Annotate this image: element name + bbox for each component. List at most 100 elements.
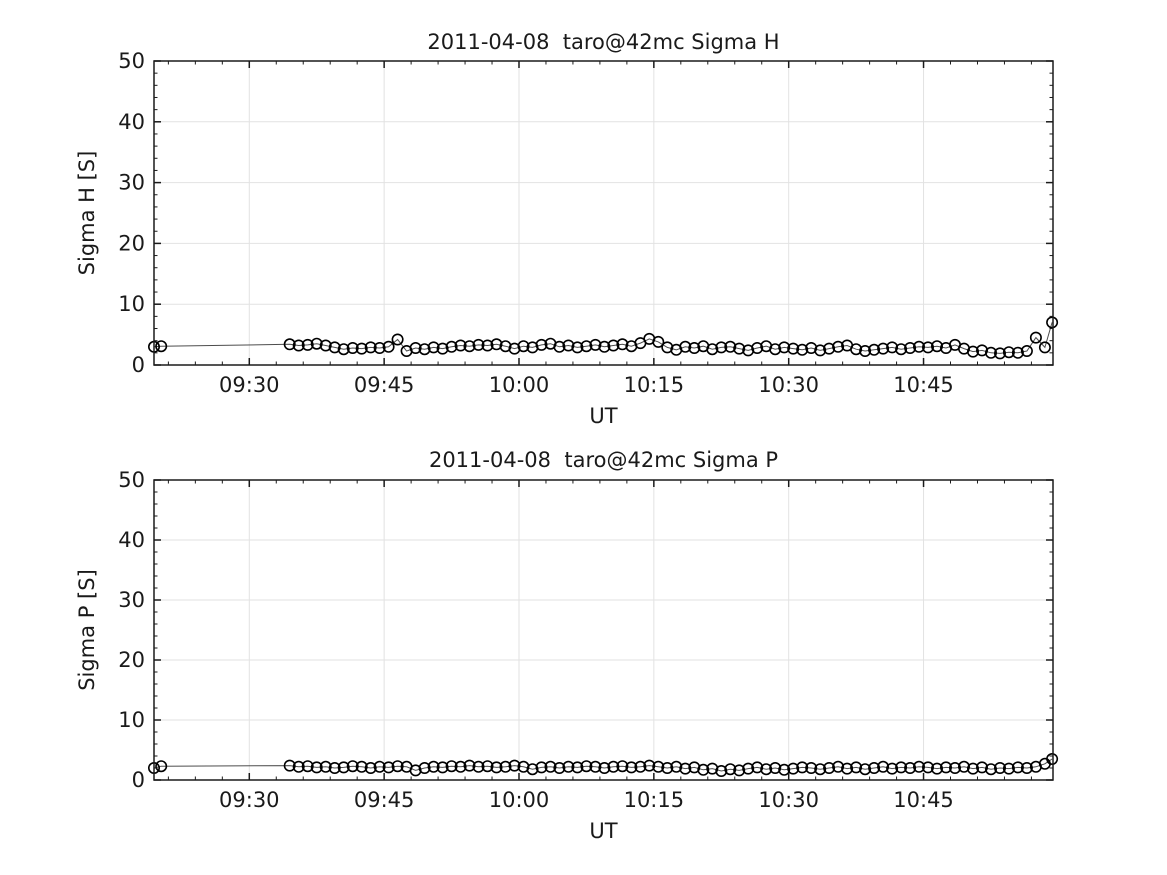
data-marker (553, 340, 566, 353)
data-marker (850, 343, 863, 356)
data-marker (436, 761, 449, 774)
data-marker (859, 344, 872, 357)
data-marker (832, 340, 845, 353)
data-marker (733, 342, 746, 355)
data-marker (634, 760, 647, 773)
data-marker (912, 340, 925, 353)
data-marker (571, 341, 584, 354)
data-marker (580, 760, 593, 773)
data-marker (688, 341, 701, 354)
y-tick-label: 0 (132, 353, 145, 377)
y-tick-label: 50 (118, 49, 145, 73)
data-marker (904, 761, 917, 774)
data-marker (391, 760, 404, 773)
series-markers (148, 752, 1059, 777)
x-axis-label-ut-bottom: UT (589, 819, 618, 843)
data-marker (850, 761, 863, 774)
data-marker (1038, 341, 1051, 354)
y-tick-label: 10 (118, 708, 145, 732)
data-marker (1046, 752, 1059, 765)
data-marker (598, 340, 611, 353)
chart-title-sigma-p: 2011-04-08 taro@42mc Sigma P (428, 448, 779, 472)
data-marker (939, 761, 952, 774)
plot-box (153, 60, 1054, 366)
data-marker (310, 337, 323, 350)
data-marker (679, 762, 692, 775)
y-tick-label: 40 (118, 110, 145, 134)
data-marker (975, 761, 988, 774)
data-marker (966, 345, 979, 358)
data-marker (814, 344, 827, 357)
data-marker (1002, 346, 1015, 359)
data-marker (930, 340, 943, 353)
y-tick-label: 0 (132, 768, 145, 792)
data-marker (481, 339, 494, 352)
data-marker (904, 341, 917, 354)
data-marker (796, 761, 809, 774)
data-marker (912, 760, 925, 773)
data-marker (155, 340, 168, 353)
data-marker (580, 340, 593, 353)
data-marker (373, 341, 386, 354)
y-tick-label: 20 (118, 231, 145, 255)
data-marker (832, 760, 845, 773)
data-marker (778, 763, 791, 776)
data-marker (463, 759, 476, 772)
data-marker (283, 338, 296, 351)
data-marker (814, 763, 827, 776)
data-marker (445, 760, 458, 773)
data-marker (895, 761, 908, 774)
data-marker (868, 761, 881, 774)
data-marker (319, 339, 332, 352)
data-marker (535, 761, 548, 774)
y-tick-label: 40 (118, 528, 145, 552)
data-marker (706, 343, 719, 356)
data-marker (382, 340, 395, 353)
data-marker (427, 341, 440, 354)
data-marker (859, 763, 872, 776)
data-marker (445, 340, 458, 353)
data-marker (418, 343, 431, 356)
x-tick-label: 09:45 (354, 788, 415, 812)
data-marker (454, 339, 467, 352)
plot-box (153, 479, 1054, 781)
data-marker (625, 761, 638, 774)
y-tick-label: 30 (118, 588, 145, 612)
x-tick-label: 10:15 (624, 788, 685, 812)
data-marker (1002, 762, 1015, 775)
data-marker (472, 338, 485, 351)
data-marker (921, 341, 934, 354)
data-marker (742, 762, 755, 775)
data-marker (355, 760, 368, 773)
data-marker (1011, 346, 1024, 359)
data-marker (472, 760, 485, 773)
x-tick-label: 10:30 (758, 373, 819, 397)
data-marker (373, 760, 386, 773)
data-marker (328, 761, 341, 774)
data-marker (1020, 761, 1033, 774)
data-marker (877, 760, 890, 773)
x-tick-label: 10:45 (893, 788, 954, 812)
data-marker (463, 340, 476, 353)
data-marker (571, 761, 584, 774)
data-marker (868, 343, 881, 356)
data-marker (553, 761, 566, 774)
series-markers (148, 316, 1059, 360)
data-marker (499, 760, 512, 773)
data-marker (328, 341, 341, 354)
data-marker (724, 763, 737, 776)
data-marker (155, 760, 168, 773)
y-tick-label: 50 (118, 468, 145, 492)
data-marker (724, 340, 737, 353)
data-marker (427, 760, 440, 773)
data-marker (481, 760, 494, 773)
data-marker (661, 761, 674, 774)
x-tick-label: 10:30 (758, 788, 819, 812)
data-marker (751, 761, 764, 774)
data-marker (886, 341, 899, 354)
data-marker (796, 343, 809, 356)
data-marker (292, 339, 305, 352)
data-marker (364, 341, 377, 354)
data-marker (490, 338, 503, 351)
